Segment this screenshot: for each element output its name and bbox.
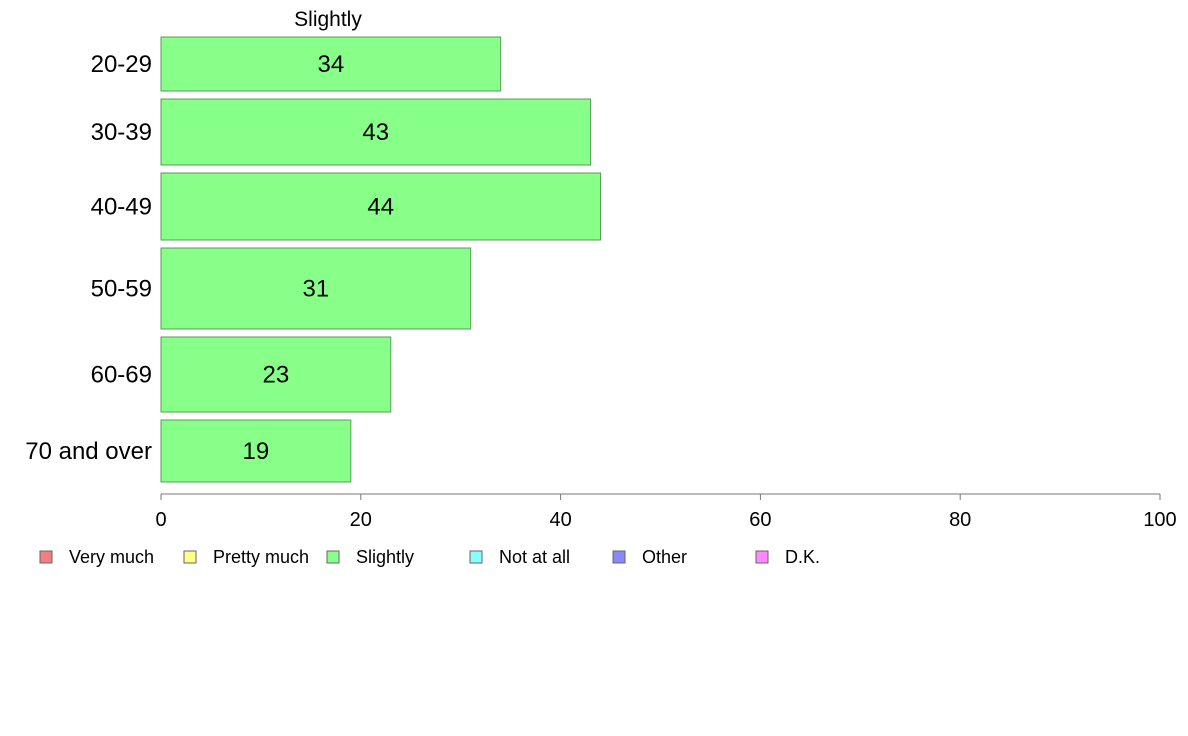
- category-label: 30-39: [91, 119, 152, 146]
- legend-label: Other: [642, 547, 687, 567]
- x-tick-label: 20: [350, 509, 372, 531]
- bar-value-label: 43: [362, 119, 389, 146]
- bar-40-49: [160, 172, 602, 241]
- category-label: 70 and over: [25, 438, 152, 465]
- x-tick-label: 60: [749, 509, 771, 531]
- category-label: 60-69: [91, 362, 152, 389]
- legend-swatch: [326, 550, 340, 564]
- legend-swatch: [39, 550, 53, 564]
- legend: Very much Pretty much Slightly Not at all Ot…: [39, 547, 820, 567]
- bar-value-label: 34: [317, 51, 344, 78]
- chart-title: Slightly: [294, 8, 362, 31]
- legend-label: Slightly: [356, 547, 414, 567]
- legend-label: Very much: [69, 547, 154, 567]
- bar-70-and-over: [160, 419, 352, 483]
- category-label: 20-29: [91, 51, 152, 78]
- x-tick-label: 80: [949, 509, 971, 531]
- bar-value-label: 31: [302, 276, 329, 303]
- bar-20-29: [160, 36, 502, 92]
- bars-layer: 34 20-29 43 30-39 44 40-49 31 50-59 23 60-69 19 70 …: [25, 36, 602, 483]
- x-tick-label: 0: [155, 509, 166, 531]
- legend-label: D.K.: [785, 547, 820, 567]
- bar-value-label: 44: [367, 194, 394, 221]
- x-tick-label: 100: [1143, 509, 1176, 531]
- bar-30-39: [160, 98, 592, 166]
- legend-label: Pretty much: [213, 547, 309, 567]
- bar-value-label: 19: [243, 438, 270, 465]
- category-label: 40-49: [91, 194, 152, 221]
- legend-label: Not at all: [499, 547, 570, 567]
- legend-swatch: [183, 550, 197, 564]
- legend-swatch: [469, 550, 483, 564]
- legend-swatch: [612, 550, 626, 564]
- category-label: 50-59: [91, 276, 152, 303]
- bar-50-59: [160, 247, 472, 330]
- bar-value-label: 23: [263, 362, 290, 389]
- bar-60-69: [160, 336, 392, 413]
- legend-swatch: [755, 550, 769, 564]
- x-axis: 0 20 40 60 80 100: [155, 493, 1177, 531]
- x-tick-label: 40: [549, 509, 571, 531]
